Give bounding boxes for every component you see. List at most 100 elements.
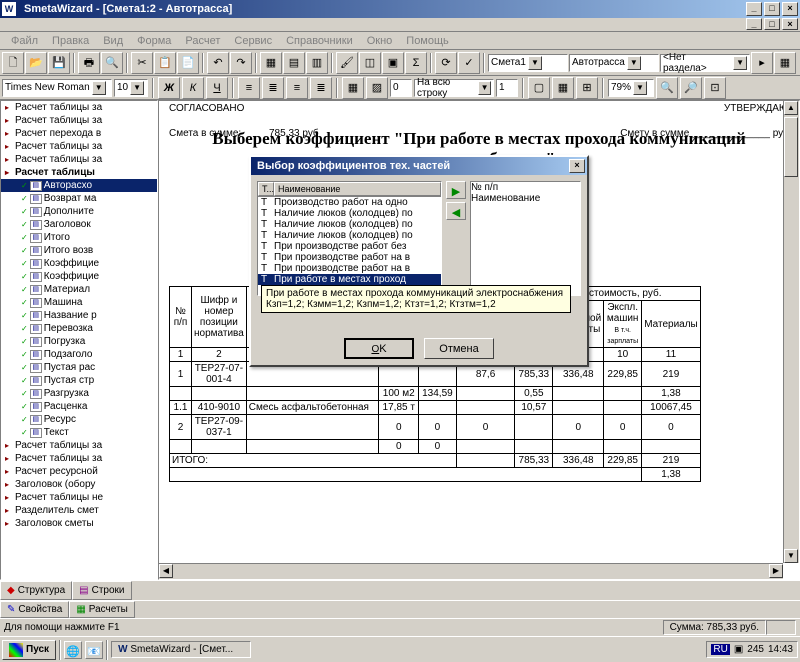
indent-icon[interactable]: ▦: [342, 77, 364, 99]
tree-item[interactable]: ✓▤Коэффицие: [1, 257, 157, 270]
tree-item[interactable]: ✓▤Название р: [1, 309, 157, 322]
taskbar-app-button[interactable]: W SmetaWizard - [Смет...: [111, 641, 251, 658]
undo-icon[interactable]: ↶: [207, 52, 229, 74]
list-item[interactable]: ТПри производстве работ на в: [258, 263, 441, 274]
arrow-icon[interactable]: ▸: [751, 52, 773, 74]
list-item[interactable]: ТПри производстве работ на в: [258, 252, 441, 263]
tree-item[interactable]: ▸Расчет таблицы за: [1, 153, 157, 166]
zoom-out-icon[interactable]: 🔎: [680, 77, 702, 99]
tree-item[interactable]: ✓▤Подзаголо: [1, 348, 157, 361]
target-listbox[interactable]: № п/пНаименование: [470, 181, 581, 296]
list-item[interactable]: ТНаличие люков (колодцев) по: [258, 208, 441, 219]
brush-icon[interactable]: 🖌: [336, 52, 358, 74]
tree-item[interactable]: ✓▤Возврат ма: [1, 192, 157, 205]
tray-lang[interactable]: RU: [711, 644, 729, 655]
tree-item[interactable]: ✓▤Материал: [1, 283, 157, 296]
menu-edit[interactable]: Правка: [45, 33, 96, 49]
tree-item[interactable]: ▸Расчет таблицы за: [1, 140, 157, 153]
grid-icon[interactable]: ▦: [774, 52, 796, 74]
maximize-button[interactable]: □: [764, 2, 780, 16]
check-icon[interactable]: ✓: [458, 52, 480, 74]
tree-item[interactable]: ✓▤Разгрузка: [1, 387, 157, 400]
refresh-icon[interactable]: ⟳: [435, 52, 457, 74]
font-combo[interactable]: Times New Roman▼: [2, 79, 112, 97]
align-right-icon[interactable]: ≡: [286, 77, 308, 99]
menu-service[interactable]: Сервис: [227, 33, 279, 49]
size-combo[interactable]: 10▼: [114, 79, 148, 97]
tree-item[interactable]: ▸Расчет таблицы за: [1, 452, 157, 465]
fit-icon[interactable]: ⊡: [704, 77, 726, 99]
tray-icon[interactable]: ▣: [734, 644, 743, 655]
cut-icon[interactable]: ✂: [131, 52, 153, 74]
tool3-icon[interactable]: ▥: [306, 52, 328, 74]
tree-item[interactable]: ▸Расчет перехода в: [1, 127, 157, 140]
copy-icon[interactable]: 📋: [154, 52, 176, 74]
paste-icon[interactable]: 📄: [177, 52, 199, 74]
tree-item[interactable]: ▸Расчет ресурсной: [1, 465, 157, 478]
tree-item[interactable]: ▸Заголовок (обору: [1, 478, 157, 491]
cancel-button[interactable]: Отмена: [424, 338, 494, 359]
scrollbar-horizontal[interactable]: ◀ ▶: [159, 563, 783, 579]
zoom-in-icon[interactable]: 🔍: [656, 77, 678, 99]
source-listbox[interactable]: Т...Наименование ТПроизводство работ на …: [257, 181, 442, 296]
preview-icon[interactable]: 🔍: [101, 52, 123, 74]
mdi-maximize-button[interactable]: □: [764, 18, 780, 30]
mdi-close-button[interactable]: ×: [782, 18, 798, 30]
menu-window[interactable]: Окно: [360, 33, 400, 49]
tree-item[interactable]: ✓▤Заголовок: [1, 218, 157, 231]
underline-icon[interactable]: Ч: [206, 77, 228, 99]
new-icon[interactable]: 🗋: [2, 52, 24, 74]
align-left-icon[interactable]: ≡: [238, 77, 260, 99]
list-item[interactable]: ТПри работе в местах проход: [258, 274, 441, 285]
tree-item[interactable]: ✓▤Итого: [1, 231, 157, 244]
start-button[interactable]: Пуск: [2, 640, 56, 660]
menu-calc[interactable]: Расчет: [178, 33, 227, 49]
outdent-icon[interactable]: ▨: [366, 77, 388, 99]
bold-icon[interactable]: Ж: [158, 77, 180, 99]
sum-icon[interactable]: Σ: [405, 52, 427, 74]
tool-icon[interactable]: ▦: [260, 52, 282, 74]
menu-form[interactable]: Форма: [130, 33, 178, 49]
tree-item[interactable]: ✓▤Текст: [1, 426, 157, 439]
tree-item[interactable]: ▸Расчет таблицы не: [1, 491, 157, 504]
dialog-close-button[interactable]: ×: [569, 159, 585, 173]
redo-icon[interactable]: ↷: [230, 52, 252, 74]
doc-combo2[interactable]: Автотрасса▼: [569, 54, 659, 72]
zoom-combo[interactable]: 79%▼: [608, 79, 654, 97]
tree-item[interactable]: ▸Расчет таблицы за: [1, 439, 157, 452]
border-icon[interactable]: ▢: [528, 77, 550, 99]
tree-item[interactable]: ✓▤Дополните: [1, 205, 157, 218]
eraser-icon[interactable]: ◫: [359, 52, 381, 74]
italic-icon[interactable]: К: [182, 77, 204, 99]
mdi-minimize-button[interactable]: _: [746, 18, 762, 30]
tree-item[interactable]: ✓▤Авторасхо: [1, 179, 157, 192]
tree-sidebar[interactable]: ▸Расчет таблицы за▸Расчет таблицы за▸Рас…: [0, 100, 158, 580]
tab-calc[interactable]: ▦Расчеты: [69, 601, 134, 618]
menu-file[interactable]: Файл: [4, 33, 45, 49]
menu-help[interactable]: Помощь: [399, 33, 456, 49]
tree-item[interactable]: ✓▤Пустая стр: [1, 374, 157, 387]
close-button[interactable]: ×: [782, 2, 798, 16]
tree-item[interactable]: ✓▤Машина: [1, 296, 157, 309]
list-item[interactable]: ТНаличие люков (колодцев) по: [258, 230, 441, 241]
tree-item[interactable]: ✓▤Итого возв: [1, 244, 157, 257]
tree-item[interactable]: ▸Расчет таблицы за: [1, 101, 157, 114]
calc-icon[interactable]: ▣: [382, 52, 404, 74]
align-center-icon[interactable]: ≣: [262, 77, 284, 99]
doc-combo3[interactable]: <Нет раздела>▼: [660, 54, 750, 72]
list-item[interactable]: ТНаличие люков (колодцев) по: [258, 219, 441, 230]
num-field1[interactable]: 0: [390, 79, 412, 97]
tree-item[interactable]: ▸Расчет таблицы: [1, 166, 157, 179]
tree-item[interactable]: ✓▤Перевозка: [1, 322, 157, 335]
num-field2[interactable]: 1: [496, 79, 518, 97]
tree-item[interactable]: ✓▤Пустая рас: [1, 361, 157, 374]
open-icon[interactable]: 📂: [25, 52, 47, 74]
print-icon[interactable]: 🖶: [78, 52, 100, 74]
tab-structure[interactable]: ◆Структура: [0, 581, 72, 600]
minimize-button[interactable]: _: [746, 2, 762, 16]
tab-properties[interactable]: ✎Свойства: [0, 601, 69, 618]
menu-view[interactable]: Вид: [96, 33, 130, 49]
tree-item[interactable]: ▸Разделитель смет: [1, 504, 157, 517]
tab-rows[interactable]: ▤Строки: [72, 581, 131, 600]
list-item[interactable]: ТПри производстве работ без: [258, 241, 441, 252]
